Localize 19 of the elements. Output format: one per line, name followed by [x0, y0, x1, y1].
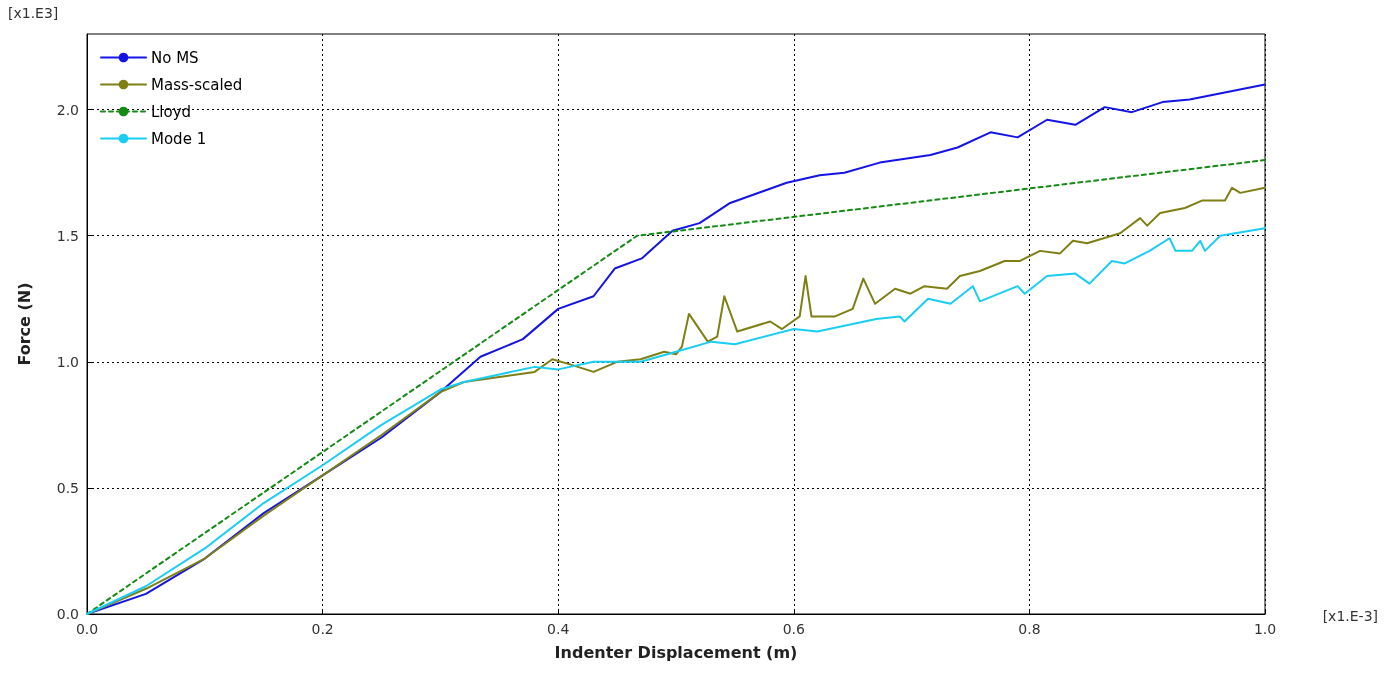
legend-label: Mode 1 — [151, 129, 207, 148]
legend-label: No MS — [151, 48, 199, 67]
y-tick-label: 1.0 — [56, 353, 79, 370]
x-tick-label: 1.0 — [1253, 621, 1277, 637]
text: [x1.E-3] — [1322, 608, 1378, 624]
legend-label: Lloyd — [151, 102, 192, 121]
x-tick-label: 0.8 — [1018, 621, 1041, 637]
x-tick-label: 0.6 — [782, 621, 806, 637]
y-tick-label: 2.0 — [56, 101, 79, 118]
y-axis-title: Force (N) — [14, 282, 34, 366]
text: [x1.E3] — [8, 5, 59, 21]
y-tick-label: 1.5 — [56, 227, 79, 244]
x-tick-label: 0.2 — [311, 621, 334, 637]
legend-label: Mass-scaled — [151, 75, 243, 94]
x-tick-label: 0.4 — [547, 621, 570, 637]
x-axis-title: Indenter Displacement (m) — [554, 642, 798, 662]
y-tick-label: 0.0 — [56, 606, 79, 622]
x-tick-label: 0.0 — [75, 621, 99, 637]
y-tick-label: 0.5 — [56, 479, 79, 496]
